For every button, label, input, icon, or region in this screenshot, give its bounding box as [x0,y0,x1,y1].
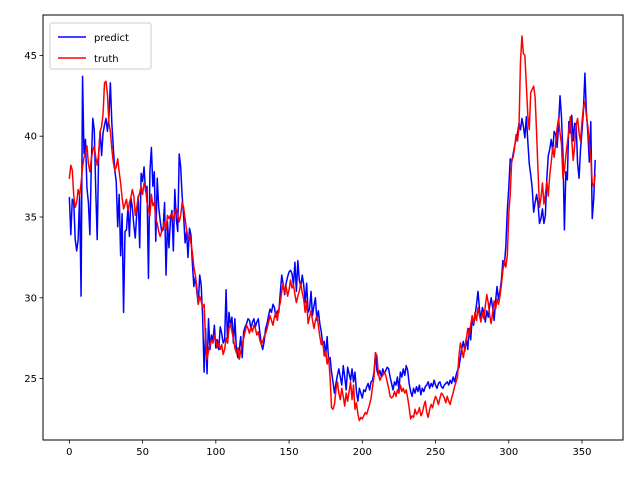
x-tick-label: 50 [136,447,149,458]
legend: predict truth [49,22,152,70]
x-tick-label: 100 [206,447,225,458]
series-layer [68,35,596,422]
y-axis: 25 30 35 40 45 [24,51,43,385]
legend-label-truth: truth [94,54,119,65]
y-tick-label: 35 [24,212,37,223]
axes-frame [42,14,624,441]
x-tick-label: 0 [66,447,72,458]
x-tick-label: 200 [353,447,372,458]
x-axis: 0 50 100 150 200 250 300 350 [66,440,592,458]
y-tick-label: 40 [24,132,37,143]
x-tick-label: 350 [572,447,591,458]
y-tick-label: 45 [24,51,37,62]
series-line-truth [68,35,596,422]
x-tick-label: 150 [280,447,299,458]
y-tick-label: 25 [24,374,37,385]
x-tick-label: 300 [499,447,518,458]
y-tick-label: 30 [24,293,37,304]
legend-label-predict: predict [94,33,129,44]
series-line-predict [68,72,596,402]
x-tick-label: 250 [426,447,445,458]
